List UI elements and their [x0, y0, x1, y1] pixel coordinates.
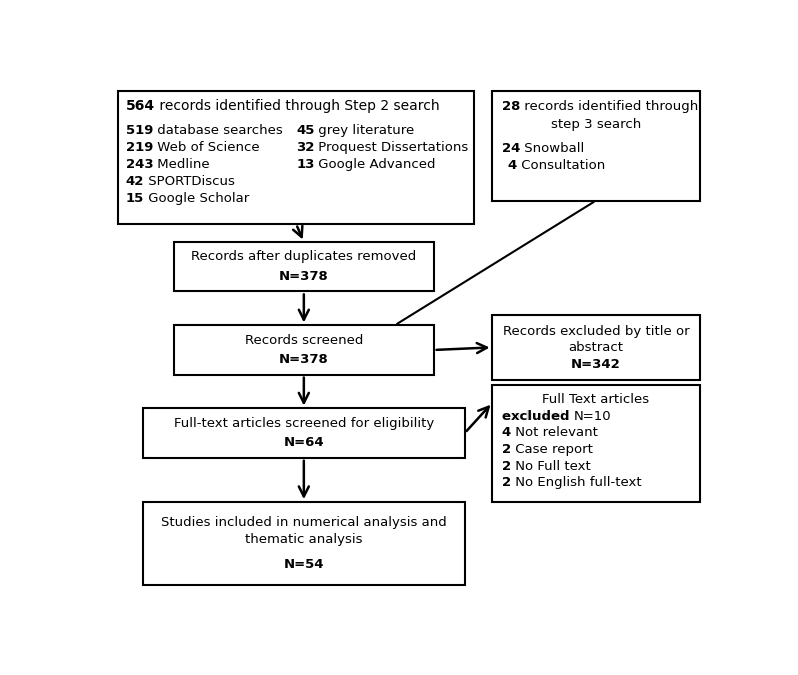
- Bar: [174, 325, 434, 375]
- Text: Medline: Medline: [153, 158, 210, 171]
- Text: abstract: abstract: [568, 341, 623, 354]
- Text: 519: 519: [126, 124, 153, 137]
- Text: 2: 2: [502, 443, 511, 456]
- Text: excluded: excluded: [502, 410, 567, 423]
- Bar: [492, 315, 700, 380]
- Text: N=378: N=378: [279, 353, 329, 366]
- Text: N=64: N=64: [283, 436, 324, 449]
- Text: 243: 243: [126, 158, 153, 171]
- Text: 564: 564: [126, 99, 155, 113]
- Text: records identified through: records identified through: [520, 101, 698, 113]
- Text: excluded: excluded: [502, 410, 567, 423]
- Text: 28: 28: [502, 101, 520, 113]
- Bar: [143, 408, 464, 458]
- Bar: [118, 91, 474, 224]
- Text: Google Scholar: Google Scholar: [144, 192, 249, 205]
- Text: grey literature: grey literature: [314, 124, 415, 137]
- Text: step 3 search: step 3 search: [551, 117, 641, 131]
- Text: Full-text articles screened for eligibility: Full-text articles screened for eligibil…: [174, 417, 434, 430]
- Text: 32: 32: [296, 141, 314, 154]
- Text: 13: 13: [296, 158, 314, 171]
- Text: No English full-text: No English full-text: [511, 477, 642, 489]
- Text: 2: 2: [502, 477, 511, 489]
- Text: N=54: N=54: [283, 558, 324, 571]
- Text: Not relevant: Not relevant: [511, 427, 598, 439]
- Text: Snowball: Snowball: [520, 142, 584, 155]
- Text: 24: 24: [502, 142, 520, 155]
- Text: Consultation: Consultation: [517, 159, 606, 172]
- Text: excluded: excluded: [502, 410, 567, 423]
- Text: Records excluded by title or: Records excluded by title or: [503, 325, 689, 338]
- Text: N=342: N=342: [571, 358, 621, 371]
- Text: No Full text: No Full text: [511, 460, 591, 472]
- Text: 2: 2: [502, 460, 511, 472]
- Text: Proquest Dissertations: Proquest Dissertations: [314, 141, 468, 154]
- Text: excluded: excluded: [502, 410, 574, 423]
- Text: 15: 15: [126, 192, 144, 205]
- Text: Full Text articles: Full Text articles: [543, 393, 650, 406]
- Text: database searches: database searches: [153, 124, 282, 137]
- Text: Studies included in numerical analysis and: Studies included in numerical analysis a…: [161, 516, 447, 529]
- Text: 42: 42: [126, 176, 144, 188]
- Bar: [492, 91, 700, 200]
- Text: records identified through Step 2 search: records identified through Step 2 search: [155, 99, 440, 113]
- Text: Records screened: Records screened: [245, 334, 363, 347]
- Bar: [492, 385, 700, 502]
- Text: Records after duplicates removed: Records after duplicates removed: [192, 250, 417, 263]
- Text: Google Advanced: Google Advanced: [314, 158, 436, 171]
- Text: 45: 45: [296, 124, 314, 137]
- Text: thematic analysis: thematic analysis: [245, 533, 362, 546]
- Bar: [143, 502, 464, 585]
- Text: N=378: N=378: [279, 270, 329, 283]
- Bar: [174, 242, 434, 292]
- Text: SPORTDiscus: SPORTDiscus: [144, 176, 235, 188]
- Text: N=10: N=10: [574, 410, 611, 423]
- Text: Web of Science: Web of Science: [153, 141, 259, 154]
- Text: 4: 4: [508, 159, 517, 172]
- Text: Case report: Case report: [511, 443, 593, 456]
- Text: 4: 4: [502, 427, 511, 439]
- Text: 219: 219: [126, 141, 153, 154]
